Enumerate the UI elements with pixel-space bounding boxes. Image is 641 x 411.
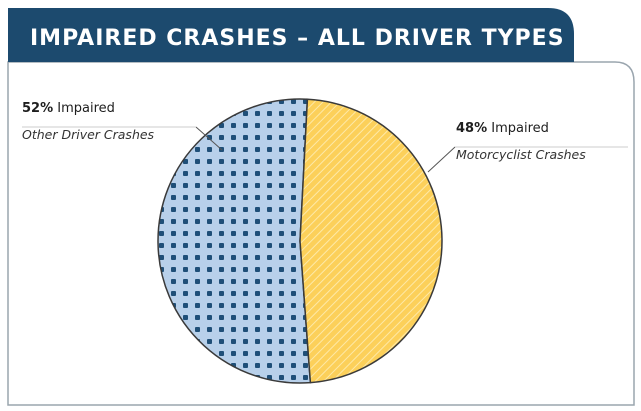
sublabel: Other Driver Crashes	[22, 127, 155, 142]
pie-slice	[157, 98, 312, 384]
label-line: 48% Impaired	[456, 121, 549, 136]
panel-border	[7, 61, 635, 406]
value-label: 52%	[22, 101, 53, 116]
slice-label: 48% Impaired Motorcyclist Crashes	[456, 121, 586, 162]
leader-line	[195, 126, 223, 151]
slice-label: 52% Impaired Other Driver Crashes	[22, 101, 155, 142]
chart-title: IMPAIRED CRASHES – ALL DRIVER TYPES	[30, 26, 565, 51]
label: Impaired	[491, 121, 549, 136]
pie	[157, 98, 443, 384]
label: Impaired	[57, 101, 115, 116]
value-label: 48%	[456, 121, 487, 136]
pie-slice	[299, 98, 443, 384]
title-tab	[8, 8, 574, 62]
label-line: 52% Impaired	[22, 101, 115, 116]
leader-line	[427, 146, 456, 173]
sublabel: Motorcyclist Crashes	[456, 147, 586, 162]
